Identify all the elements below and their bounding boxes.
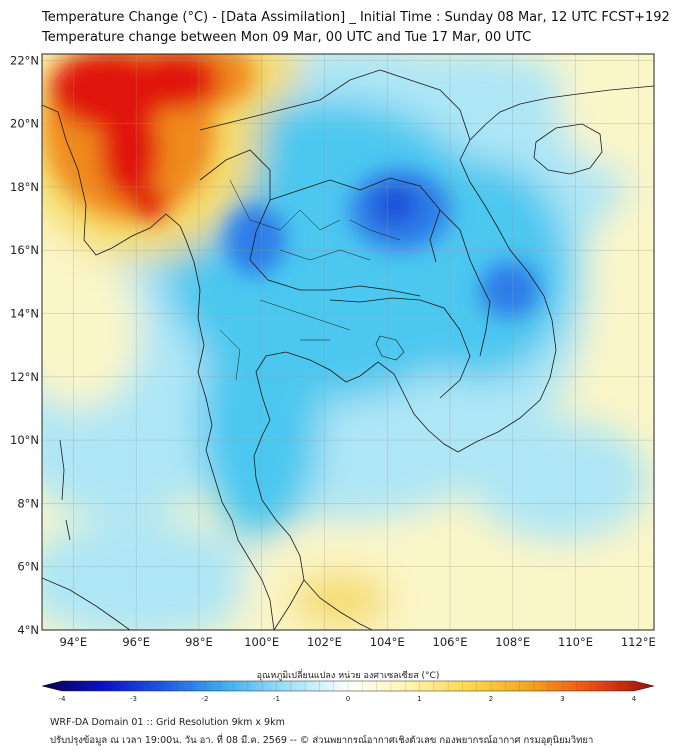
latitude-tick-label: 14°N — [10, 307, 39, 321]
latitude-tick-label: 8°N — [17, 496, 39, 510]
indochina-coast — [457, 85, 654, 453]
model-info-footer: WRF-DA Domain 01 :: Grid Resolution 9km … — [50, 717, 285, 728]
cambodia-border — [329, 297, 471, 399]
colorbar-tick-label: -4 — [59, 695, 67, 703]
longitude-tick-label: 106°E — [433, 635, 468, 649]
cool-mid-anomaly-patch — [200, 300, 320, 540]
latitude-tick-labels: 22°N 20°N 18°N 16°N 14°N 12°N 10°N 8°N 6°N 4°N — [10, 53, 39, 637]
longitude-tick-label: 102°E — [307, 635, 342, 649]
thai-north-border — [199, 149, 421, 297]
tonle-sap — [375, 335, 405, 361]
colorbar-tick-label: -1 — [273, 695, 280, 703]
longitude-tick-labels: 94°E 96°E 98°E 100°E 102°E 104°E 106°E 108°E 110… — [60, 635, 656, 649]
colorbar-tick-label: 1 — [417, 695, 421, 703]
andaman-islands — [59, 439, 71, 541]
graticule — [42, 54, 654, 630]
map-subtitle: Temperature change between Mon 09 Mar, 0… — [42, 30, 532, 45]
colorbar-tick-label: 2 — [489, 695, 493, 703]
warm-strong-anomaly-patch — [100, 100, 160, 200]
map-canvas: 94°E 96°E 98°E 100°E 102°E 104°E 106°E 108°E 110… — [10, 53, 656, 703]
malay-east-coast — [303, 579, 373, 630]
temperature-field — [42, 54, 654, 630]
cool-light-anomaly-patch — [470, 420, 650, 540]
latitude-tick-label: 6°N — [17, 560, 39, 574]
latitude-tick-label: 18°N — [10, 180, 39, 194]
longitude-tick-label: 108°E — [495, 635, 530, 649]
longitude-tick-label: 94°E — [60, 635, 88, 649]
cool-strong-anomaly-patch — [225, 205, 285, 275]
laos-border — [269, 177, 441, 263]
neutral-anomaly-patch — [560, 54, 654, 170]
longitude-tick-label: 104°E — [370, 635, 405, 649]
myanmar-coast — [42, 104, 275, 630]
cool-strong-anomaly-patch — [480, 262, 540, 318]
map-title: Temperature Change (°C) - [Data Assimila… — [42, 10, 670, 25]
colorbar-title: อุณหภูมิเปลี่ยนแปลง หน่วย องศาเซลเซียส (… — [257, 668, 440, 681]
coastlines-and-borders — [42, 69, 654, 630]
latitude-tick-label: 20°N — [10, 117, 39, 131]
longitude-tick-label: 110°E — [558, 635, 593, 649]
latitude-tick-label: 16°N — [10, 243, 39, 257]
hainan — [533, 123, 603, 175]
thai-gulf-coast — [253, 351, 459, 630]
neutral-anomaly-patch — [42, 250, 140, 410]
colorbar — [41, 680, 655, 692]
latitude-tick-label: 12°N — [10, 370, 39, 384]
warm-strong-anomaly-patch — [130, 54, 220, 110]
colorbar-tick-label: -2 — [202, 695, 209, 703]
china-border — [199, 69, 471, 141]
colorbar-tick-label: 4 — [632, 695, 637, 703]
longitude-tick-label: 112°E — [621, 635, 656, 649]
sumatra-coast — [42, 577, 131, 630]
plot-frame — [41, 53, 655, 631]
colorbar-tick-label: -3 — [130, 695, 137, 703]
vietnam-border — [439, 209, 491, 357]
latitude-tick-label: 4°N — [17, 623, 39, 637]
colorbar-tick-label: 3 — [560, 695, 564, 703]
longitude-tick-label: 98°E — [185, 635, 213, 649]
neutral-anomaly-patch — [600, 230, 654, 370]
cool-deep-anomaly-patch — [373, 185, 417, 225]
latitude-tick-label: 10°N — [10, 433, 39, 447]
longitude-tick-label: 96°E — [122, 635, 150, 649]
warm-strong-anomaly-patch — [132, 189, 168, 221]
colorbar-ticks: -4 -3 -2 -1 0 1 2 3 4 — [59, 681, 637, 703]
strong-anomaly-layer — [45, 54, 540, 318]
colorbar-tick-label: 0 — [346, 695, 350, 703]
warm-light-anomaly-patch — [290, 572, 390, 628]
thai-province-lines — [219, 179, 401, 381]
credit-footer: ปรับปรุงข้อมูล ณ เวลา 19:00น. วัน อา. ที… — [50, 735, 594, 746]
longitude-tick-label: 100°E — [244, 635, 279, 649]
cool-light-anomaly-patch — [42, 520, 260, 630]
latitude-tick-label: 22°N — [10, 53, 39, 67]
